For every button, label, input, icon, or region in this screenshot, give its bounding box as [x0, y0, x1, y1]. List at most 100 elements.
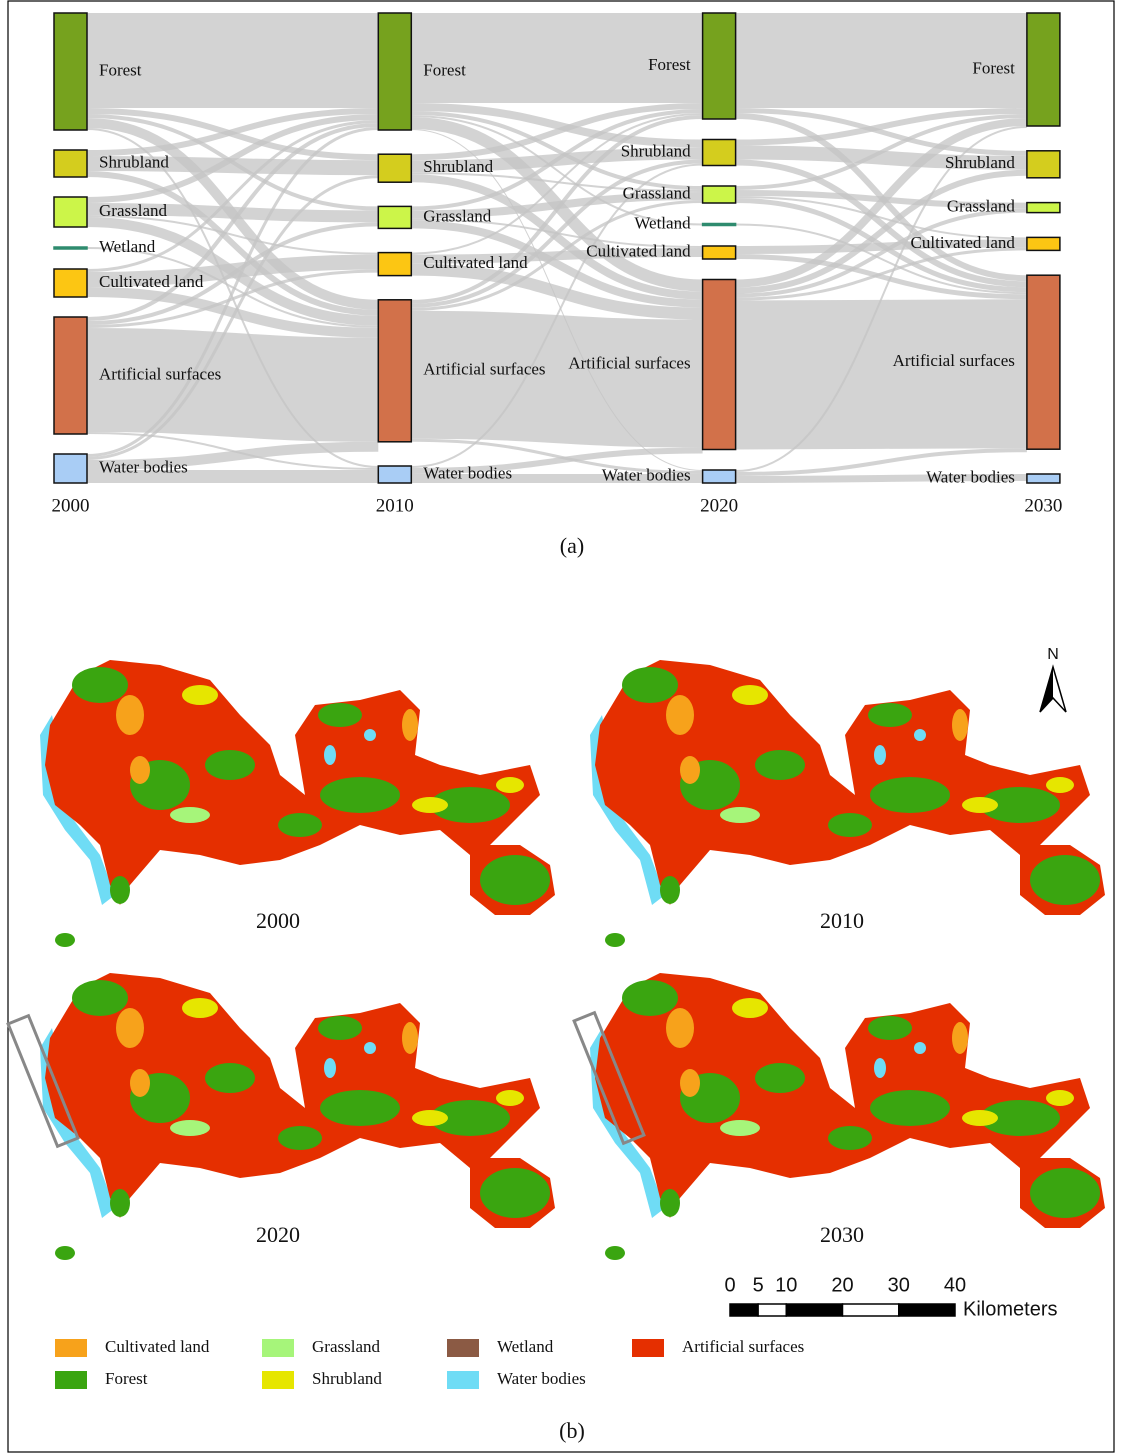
node — [1027, 474, 1060, 483]
node-label: Artificial surfaces — [893, 351, 1015, 370]
node-label: Forest — [423, 60, 466, 79]
node — [703, 280, 736, 450]
node — [378, 13, 411, 130]
figure: ForestShrublandGrasslandWetlandCultivate… — [0, 0, 1123, 1454]
node — [378, 466, 411, 483]
node — [54, 13, 87, 130]
node — [378, 300, 411, 442]
legend-swatch — [55, 1339, 87, 1357]
legend-label: Forest — [105, 1369, 148, 1388]
node-label: Grassland — [99, 201, 167, 220]
node-label: Forest — [648, 55, 691, 74]
node-label: Water bodies — [926, 467, 1015, 486]
scale-segment — [786, 1304, 842, 1316]
scale-tick-label: 20 — [831, 1274, 853, 1296]
node — [1027, 275, 1060, 449]
column-label: 2010 — [376, 495, 414, 516]
links — [87, 58, 1027, 480]
map — [40, 973, 555, 1260]
node-label: Artificial surfaces — [99, 364, 221, 383]
node — [54, 269, 87, 297]
node-label: Water bodies — [99, 457, 188, 476]
map-year: 2030 — [820, 1222, 864, 1247]
legend-swatch — [447, 1371, 479, 1389]
scale-segment — [899, 1304, 955, 1316]
node — [1027, 203, 1060, 213]
column-label: 2000 — [52, 495, 90, 516]
scale-segment — [843, 1304, 899, 1316]
scale-tick-label: 10 — [775, 1274, 797, 1296]
panel-label: (a) — [560, 533, 584, 558]
scale-tick-label: 30 — [888, 1274, 910, 1296]
node — [1027, 237, 1060, 250]
node — [703, 224, 736, 226]
node-label: Water bodies — [602, 465, 691, 484]
node-label: Shrubland — [621, 141, 691, 160]
legend-swatch — [447, 1339, 479, 1357]
link — [736, 374, 1027, 375]
map — [40, 660, 555, 947]
legend-label: Cultivated land — [105, 1337, 210, 1356]
column-label: 2020 — [700, 495, 738, 516]
map-year: 2020 — [256, 1222, 300, 1247]
node — [703, 13, 736, 119]
node — [54, 454, 87, 483]
node-label: Grassland — [623, 183, 691, 202]
node-label: Shrubland — [945, 153, 1015, 172]
legend-swatch — [632, 1339, 664, 1357]
scale-tick-label: 40 — [944, 1274, 966, 1296]
legend: Cultivated land Grassland Wetland Artificia… — [55, 1337, 804, 1389]
node — [703, 246, 736, 259]
legend-label: Artificial surfaces — [682, 1337, 804, 1356]
scale-unit: Kilometers — [963, 1298, 1057, 1320]
scale-segment — [758, 1304, 786, 1316]
panel-label: (b) — [559, 1418, 585, 1443]
node — [378, 206, 411, 228]
scale-tick-label: 0 — [724, 1274, 735, 1296]
scale-tick-label: 5 — [753, 1274, 764, 1296]
node-label: Wetland — [99, 237, 156, 256]
node-label: Grassland — [947, 197, 1015, 216]
node-label: Cultivated land — [423, 253, 528, 272]
node — [703, 140, 736, 166]
node — [378, 154, 411, 182]
node — [378, 253, 411, 276]
node-label: Wetland — [634, 213, 691, 232]
legend-swatch — [262, 1371, 294, 1389]
legend-label: Water bodies — [497, 1369, 586, 1388]
map — [590, 973, 1105, 1260]
map-year: 2010 — [820, 908, 864, 933]
sankey: Forest Shrubland Grassland Wetland Cultivate… — [52, 13, 1063, 516]
node — [1027, 151, 1060, 178]
legend-swatch — [55, 1371, 87, 1389]
node-label: Cultivated land — [99, 272, 204, 291]
link — [736, 163, 1027, 285]
legend-label: Wetland — [497, 1337, 554, 1356]
node-label: Cultivated land — [911, 233, 1016, 252]
node-label: Artificial surfaces — [568, 353, 690, 372]
node — [54, 197, 87, 227]
node-label: Grassland — [423, 206, 491, 225]
column-label: 2030 — [1024, 495, 1062, 516]
node-label: Forest — [972, 58, 1015, 77]
node — [54, 247, 87, 249]
node-label: Cultivated land — [586, 241, 691, 260]
node — [703, 470, 736, 483]
node-label: Forest — [99, 60, 142, 79]
north-label: N — [1047, 646, 1059, 663]
legend-label: Shrubland — [312, 1369, 382, 1388]
legend-label: Grassland — [312, 1337, 380, 1356]
node — [54, 150, 87, 177]
node-label: Shrubland — [99, 152, 169, 171]
node — [703, 186, 736, 203]
node — [54, 317, 87, 434]
maps: 2000 2010 2020 2030 N — [8, 646, 1105, 1260]
node-label: Shrubland — [423, 157, 493, 176]
node-label: Water bodies — [423, 463, 512, 482]
scale-segment — [730, 1304, 758, 1316]
node — [1027, 13, 1060, 126]
legend-swatch — [262, 1339, 294, 1357]
node-label: Artificial surfaces — [423, 360, 545, 379]
map — [590, 660, 1105, 947]
